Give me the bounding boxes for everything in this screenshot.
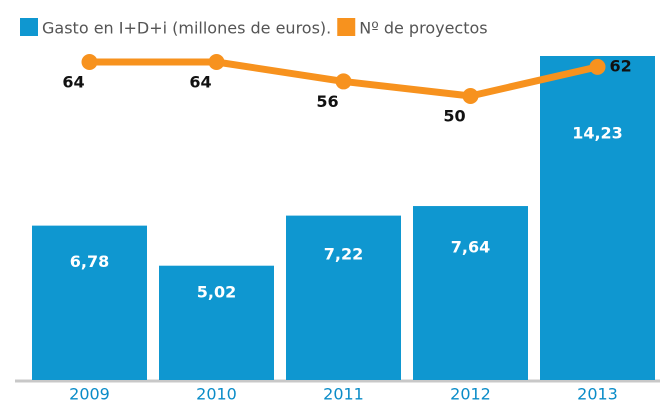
bar-value-label: 7,22 [324, 245, 363, 264]
line-point [335, 73, 352, 90]
bar [413, 206, 528, 380]
legend-label: Nº de proyectos [359, 19, 487, 38]
x-tick-label: 2010 [196, 385, 237, 404]
x-tick-label: 2011 [323, 385, 364, 404]
legend-swatch [337, 18, 356, 36]
bar-value-label: 5,02 [197, 283, 236, 302]
line-value-label: 50 [443, 107, 465, 126]
legend-swatch [20, 18, 38, 36]
line-value-label: 56 [316, 92, 338, 111]
x-tick-label: 2009 [69, 385, 110, 404]
bar [32, 225, 147, 380]
legend-label: Gasto en I+D+i (millones de euros). [42, 19, 331, 38]
line-point [462, 88, 479, 104]
bar-value-label: 14,23 [572, 123, 623, 142]
bar-value-label: 6,78 [70, 252, 109, 271]
line-point [81, 54, 98, 70]
line-point [208, 54, 225, 70]
bar [540, 56, 655, 380]
bar [159, 265, 274, 380]
bar [286, 215, 401, 380]
line-value-label: 64 [189, 73, 211, 92]
bar-value-label: 7,64 [451, 237, 490, 256]
x-tick-label: 2013 [577, 385, 618, 404]
line-value-label: 62 [610, 56, 632, 75]
line-point [589, 58, 606, 75]
line-value-label: 64 [62, 73, 84, 92]
x-tick-label: 2012 [450, 385, 491, 404]
